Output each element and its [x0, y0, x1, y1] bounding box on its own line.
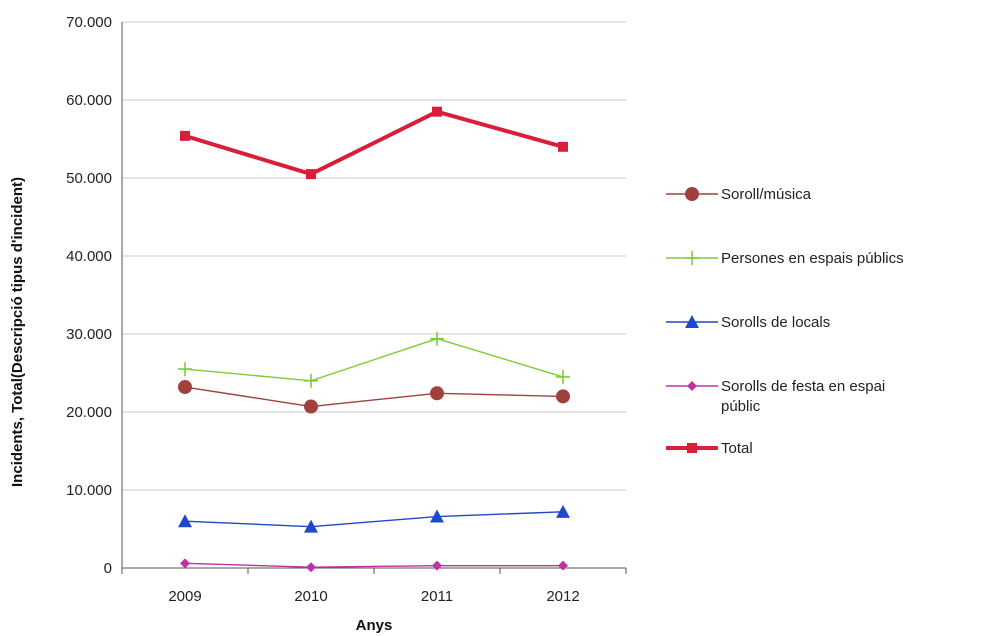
y-tick-label: 0 — [104, 560, 112, 577]
y-tick-labels: 0 10.000 20.000 30.000 40.000 50.000 60.000 70.… — [66, 14, 112, 577]
axes — [121, 22, 627, 574]
data-point — [558, 560, 568, 571]
data-point — [180, 130, 190, 141]
legend-entry: Total — [666, 440, 753, 457]
data-point — [178, 380, 192, 395]
series-3 — [180, 558, 568, 573]
legend: Soroll/música Persones en espais públics S… — [666, 186, 904, 457]
y-tick-label: 70.000 — [66, 14, 112, 31]
legend-entry: Sorolls de festa en espai públic — [666, 378, 885, 415]
y-tick-label: 20.000 — [66, 404, 112, 421]
data-point — [430, 386, 444, 401]
series-4 — [180, 106, 568, 180]
legend-entry: Persones en espais públics — [666, 250, 904, 267]
x-tick-label: 2012 — [546, 588, 579, 605]
series-line — [184, 337, 564, 382]
data-point — [556, 369, 570, 384]
series-line — [184, 511, 564, 528]
x-tick-labels: 2009 2010 2011 2012 — [168, 588, 579, 605]
data-point — [556, 389, 570, 404]
gridlines — [122, 21, 626, 491]
data-point — [432, 560, 442, 571]
y-tick-label: 10.000 — [66, 482, 112, 499]
legend-entry: Soroll/música — [666, 186, 812, 203]
data-point — [180, 558, 190, 569]
legend-label: públic — [721, 398, 761, 415]
legend-swatch-marker — [687, 443, 697, 453]
legend-entry: Sorolls de locals — [666, 314, 830, 331]
data-point — [178, 514, 192, 528]
data-point — [558, 141, 568, 152]
legend-label: Total — [721, 440, 753, 457]
series-0 — [178, 380, 570, 414]
data-point — [304, 373, 318, 388]
legend-label: Soroll/música — [721, 186, 812, 203]
legend-label: Sorolls de festa en espai — [721, 378, 885, 395]
y-tick-label: 40.000 — [66, 248, 112, 265]
legend-swatch-marker — [685, 315, 699, 328]
x-tick-label: 2010 — [294, 588, 327, 605]
y-tick-label: 60.000 — [66, 92, 112, 109]
x-axis-title: Anys — [356, 617, 393, 634]
legend-swatch-marker — [685, 251, 699, 265]
y-axis-title: Incidents, Total(Descripció tipus d'inci… — [9, 177, 26, 487]
data-point — [304, 399, 318, 414]
data-point — [430, 331, 444, 346]
legend-swatch-marker — [685, 187, 699, 201]
data-point — [304, 519, 318, 533]
data-point — [432, 106, 442, 117]
series-1 — [178, 331, 570, 388]
series-line — [184, 109, 564, 177]
data-point — [556, 504, 570, 518]
legend-label: Persones en espais públics — [721, 250, 904, 267]
y-tick-label: 50.000 — [66, 170, 112, 187]
data-point — [306, 562, 316, 573]
x-tick-label: 2009 — [168, 588, 201, 605]
legend-swatch-marker — [687, 381, 697, 391]
series-line — [184, 562, 563, 568]
data-point — [306, 169, 316, 180]
data-point — [178, 362, 192, 377]
x-tick-label: 2011 — [421, 588, 453, 605]
series — [178, 106, 570, 573]
data-point — [430, 509, 444, 523]
series-line — [184, 386, 564, 408]
y-tick-label: 30.000 — [66, 326, 112, 343]
legend-label: Sorolls de locals — [721, 314, 830, 331]
series-2 — [178, 504, 570, 533]
